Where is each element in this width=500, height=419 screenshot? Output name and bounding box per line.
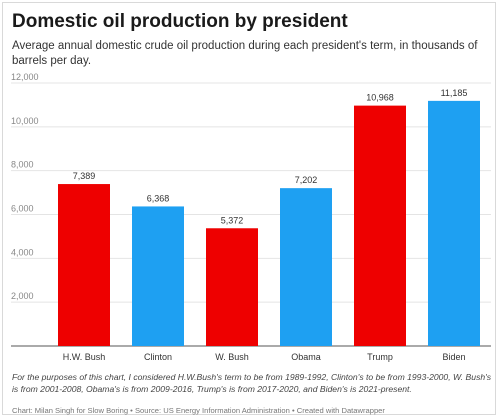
data-label: 7,389 (73, 171, 96, 181)
category-label: W. Bush (215, 352, 249, 362)
data-label: 7,202 (295, 175, 318, 185)
y-tick-label: 8,000 (11, 160, 34, 170)
data-label: 10,968 (366, 93, 394, 103)
bar (58, 184, 110, 346)
y-tick-label: 2,000 (11, 291, 34, 301)
bar (428, 100, 480, 346)
data-label: 11,185 (441, 88, 468, 98)
category-label: H.W. Bush (63, 352, 106, 362)
y-tick-label: 4,000 (11, 247, 34, 257)
chart-card: Domestic oil production by president Ave… (2, 2, 496, 415)
bar-chart: 2,000 4,000 6,000 8,000 10,000 12,000 7,389 H.W… (11, 72, 491, 362)
bar (206, 228, 258, 346)
y-tick-label: 10,000 (11, 116, 39, 126)
bar (354, 105, 406, 346)
bar (132, 206, 184, 346)
category-label: Obama (291, 352, 321, 362)
y-tick-label: 6,000 (11, 204, 34, 214)
category-label: Clinton (144, 352, 172, 362)
category-label: Trump (367, 352, 393, 362)
data-label: 5,372 (221, 215, 244, 225)
bar (280, 188, 332, 346)
chart-note: For the purposes of this chart, I consid… (12, 372, 492, 394)
y-tick-label: 12,000 (11, 72, 39, 82)
category-label: Biden (442, 352, 465, 362)
chart-title: Domestic oil production by president (12, 11, 348, 32)
chart-credit: Chart: Milan Singh for Slow Boring • Sou… (12, 406, 385, 415)
data-label: 6,368 (147, 193, 170, 203)
chart-subtitle: Average annual domestic crude oil produc… (12, 40, 478, 67)
